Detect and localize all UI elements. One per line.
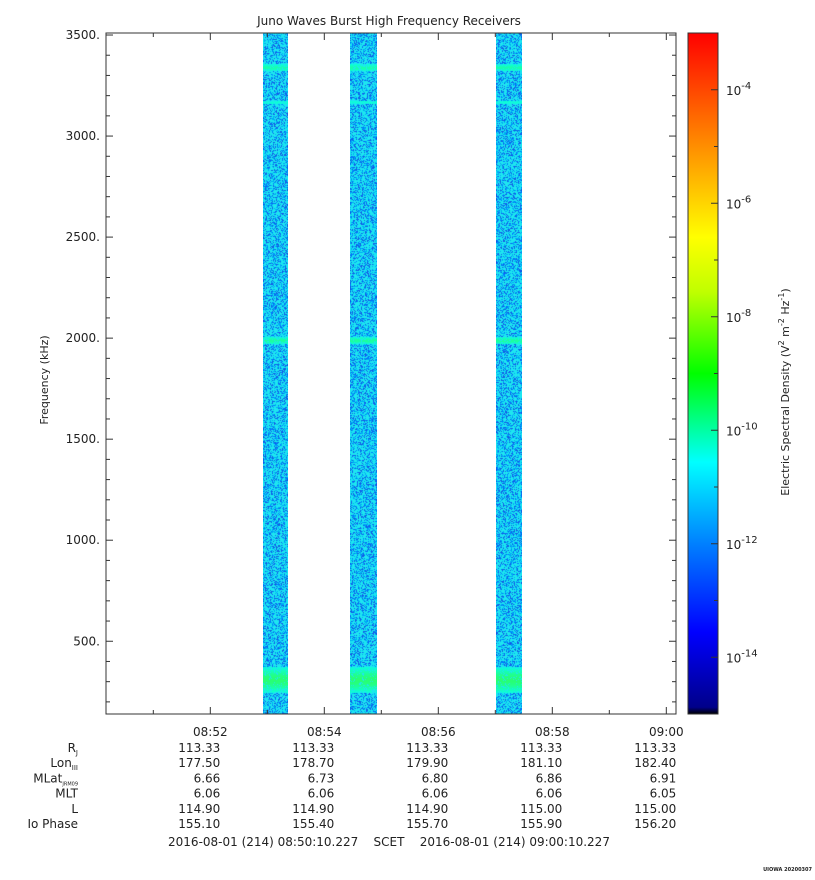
ephemeris-row-label: Io Phase	[27, 817, 78, 831]
y-tick-label: 3000.	[66, 129, 100, 143]
ephemeris-value: 6.91	[650, 771, 677, 785]
ephemeris-value: 6.06	[422, 787, 449, 801]
ephemeris-value: 155.70	[406, 817, 448, 831]
ephemeris-value: 114.90	[292, 802, 334, 816]
x-axis-ticks: 08:52 08:54 08:56 08:58 09:00	[152, 33, 684, 739]
ephemeris-value: 6.06	[194, 787, 221, 801]
y-tick-label: 500.	[73, 634, 100, 648]
ephemeris-value: 114.90	[178, 802, 220, 816]
ephemeris-row-label: MLatJRM09	[33, 771, 78, 787]
ephemeris-value: 115.00	[634, 802, 676, 816]
ephemeris-value: 177.50	[178, 756, 220, 770]
y-axis-ticks: 500. 1000. 1500. 2000. 2500. 3000. 3500.	[66, 28, 676, 703]
x-tick-label: 08:58	[535, 725, 570, 739]
colorbar-tick-label: 10-14	[726, 648, 758, 665]
plot-area: 500. 1000. 1500. 2000. 2500. 3000. 3500. 08:52…	[66, 28, 684, 739]
ephemeris-value: 6.06	[536, 787, 563, 801]
y-tick-label: 1000.	[66, 533, 100, 547]
ephemeris-value: 6.05	[650, 787, 677, 801]
y-tick-label: 1500.	[66, 432, 100, 446]
ephemeris-value: 113.33	[634, 741, 676, 755]
ephemeris-value: 155.10	[178, 817, 220, 831]
ephemeris-value: 113.33	[178, 741, 220, 755]
y-axis-label: Frequency (kHz)	[38, 335, 51, 424]
ephemeris-table: RJ 113.33 113.33 113.33 113.33 113.33 LonIII 17…	[27, 741, 676, 831]
burst-column-1	[263, 33, 288, 714]
y-tick-label: 3500.	[66, 28, 100, 42]
x-tick-label: 09:00	[649, 725, 684, 739]
ephemeris-value: 113.33	[292, 741, 334, 755]
ephemeris-value: 182.40	[634, 756, 676, 770]
ephemeris-row-label: L	[71, 802, 78, 816]
ephemeris-value: 181.10	[520, 756, 562, 770]
footer-tag: UIOWA 20200307	[763, 867, 812, 873]
x-tick-label: 08:52	[193, 725, 228, 739]
ephemeris-value: 6.06	[308, 787, 335, 801]
colorbar-tick-label: 10-6	[726, 194, 751, 211]
ephemeris-value: 155.40	[292, 817, 334, 831]
x-tick-label: 08:56	[421, 725, 456, 739]
colorbar-label: Electric Spectral Density (V2 m-2 Hz-1)	[777, 288, 792, 495]
ephemeris-value: 113.33	[406, 741, 448, 755]
ephemeris-row-label: LonIII	[50, 756, 78, 772]
ephemeris-value: 6.73	[308, 771, 335, 785]
ephemeris-value: 178.70	[292, 756, 334, 770]
chart-title: Juno Waves Burst High Frequency Receiver…	[256, 14, 521, 28]
ephemeris-value: 179.90	[406, 756, 448, 770]
time-range: 2016-08-01 (214) 08:50:10.227 SCET 2016-…	[168, 835, 610, 849]
ephemeris-value: 6.80	[422, 771, 449, 785]
ephemeris-row-label: MLT	[55, 787, 78, 801]
colorbar-tick-label: 10-8	[726, 308, 751, 325]
ephemeris-value: 113.33	[520, 741, 562, 755]
colorbar-ticks: 10-4 10-6 10-8 10-10 10-12 10-14	[711, 32, 758, 715]
ephemeris-value: 115.00	[520, 802, 562, 816]
y-tick-label: 2000.	[66, 331, 100, 345]
colorbar-tick-label: 10-10	[726, 421, 758, 438]
x-tick-label: 08:54	[307, 725, 342, 739]
ephemeris-value: 155.90	[520, 817, 562, 831]
ephemeris-value: 6.86	[536, 771, 563, 785]
burst-column-3	[496, 33, 522, 714]
colorbar-tick-label: 10-4	[726, 81, 751, 98]
ephemeris-value: 114.90	[406, 802, 448, 816]
y-tick-label: 2500.	[66, 230, 100, 244]
colorbar: 10-4 10-6 10-8 10-10 10-12 10-14	[687, 32, 758, 715]
ephemeris-row-label: RJ	[68, 741, 78, 757]
burst-columns	[263, 33, 522, 714]
colorbar-tick-label: 10-12	[726, 535, 758, 552]
ephemeris-value: 156.20	[634, 817, 676, 831]
burst-column-2	[350, 33, 377, 714]
ephemeris-value: 6.66	[194, 771, 221, 785]
